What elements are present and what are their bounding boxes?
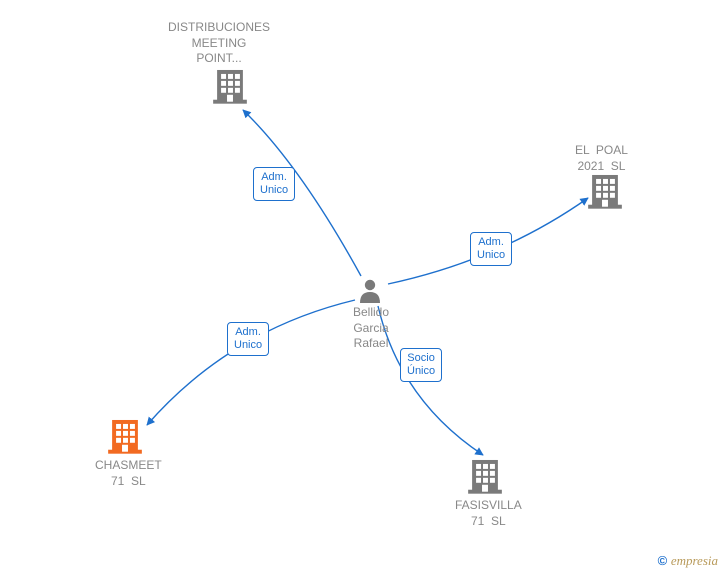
edge-label: Socio Único [400,348,442,382]
building-icon [588,173,622,214]
building-icon [213,68,247,109]
person-icon [357,277,383,308]
node-label: DISTRIBUCIONES MEETING POINT... [168,20,270,67]
edge-label: Adm. Unico [227,322,269,356]
edge-label: Adm. Unico [470,232,512,266]
edge-label: Adm. Unico [253,167,295,201]
footer: © empresia [658,553,718,569]
brand-name: empresia [671,553,718,568]
node-label: CHASMEET 71 SL [95,458,162,489]
copyright-symbol: © [658,553,668,568]
building-icon [468,458,502,499]
center-person-label: Bellido Garcia Rafael [353,305,389,352]
node-label: FASISVILLA 71 SL [455,498,522,529]
edge-line [147,300,355,425]
node-label: EL POAL 2021 SL [575,143,628,174]
building-icon [108,418,142,459]
